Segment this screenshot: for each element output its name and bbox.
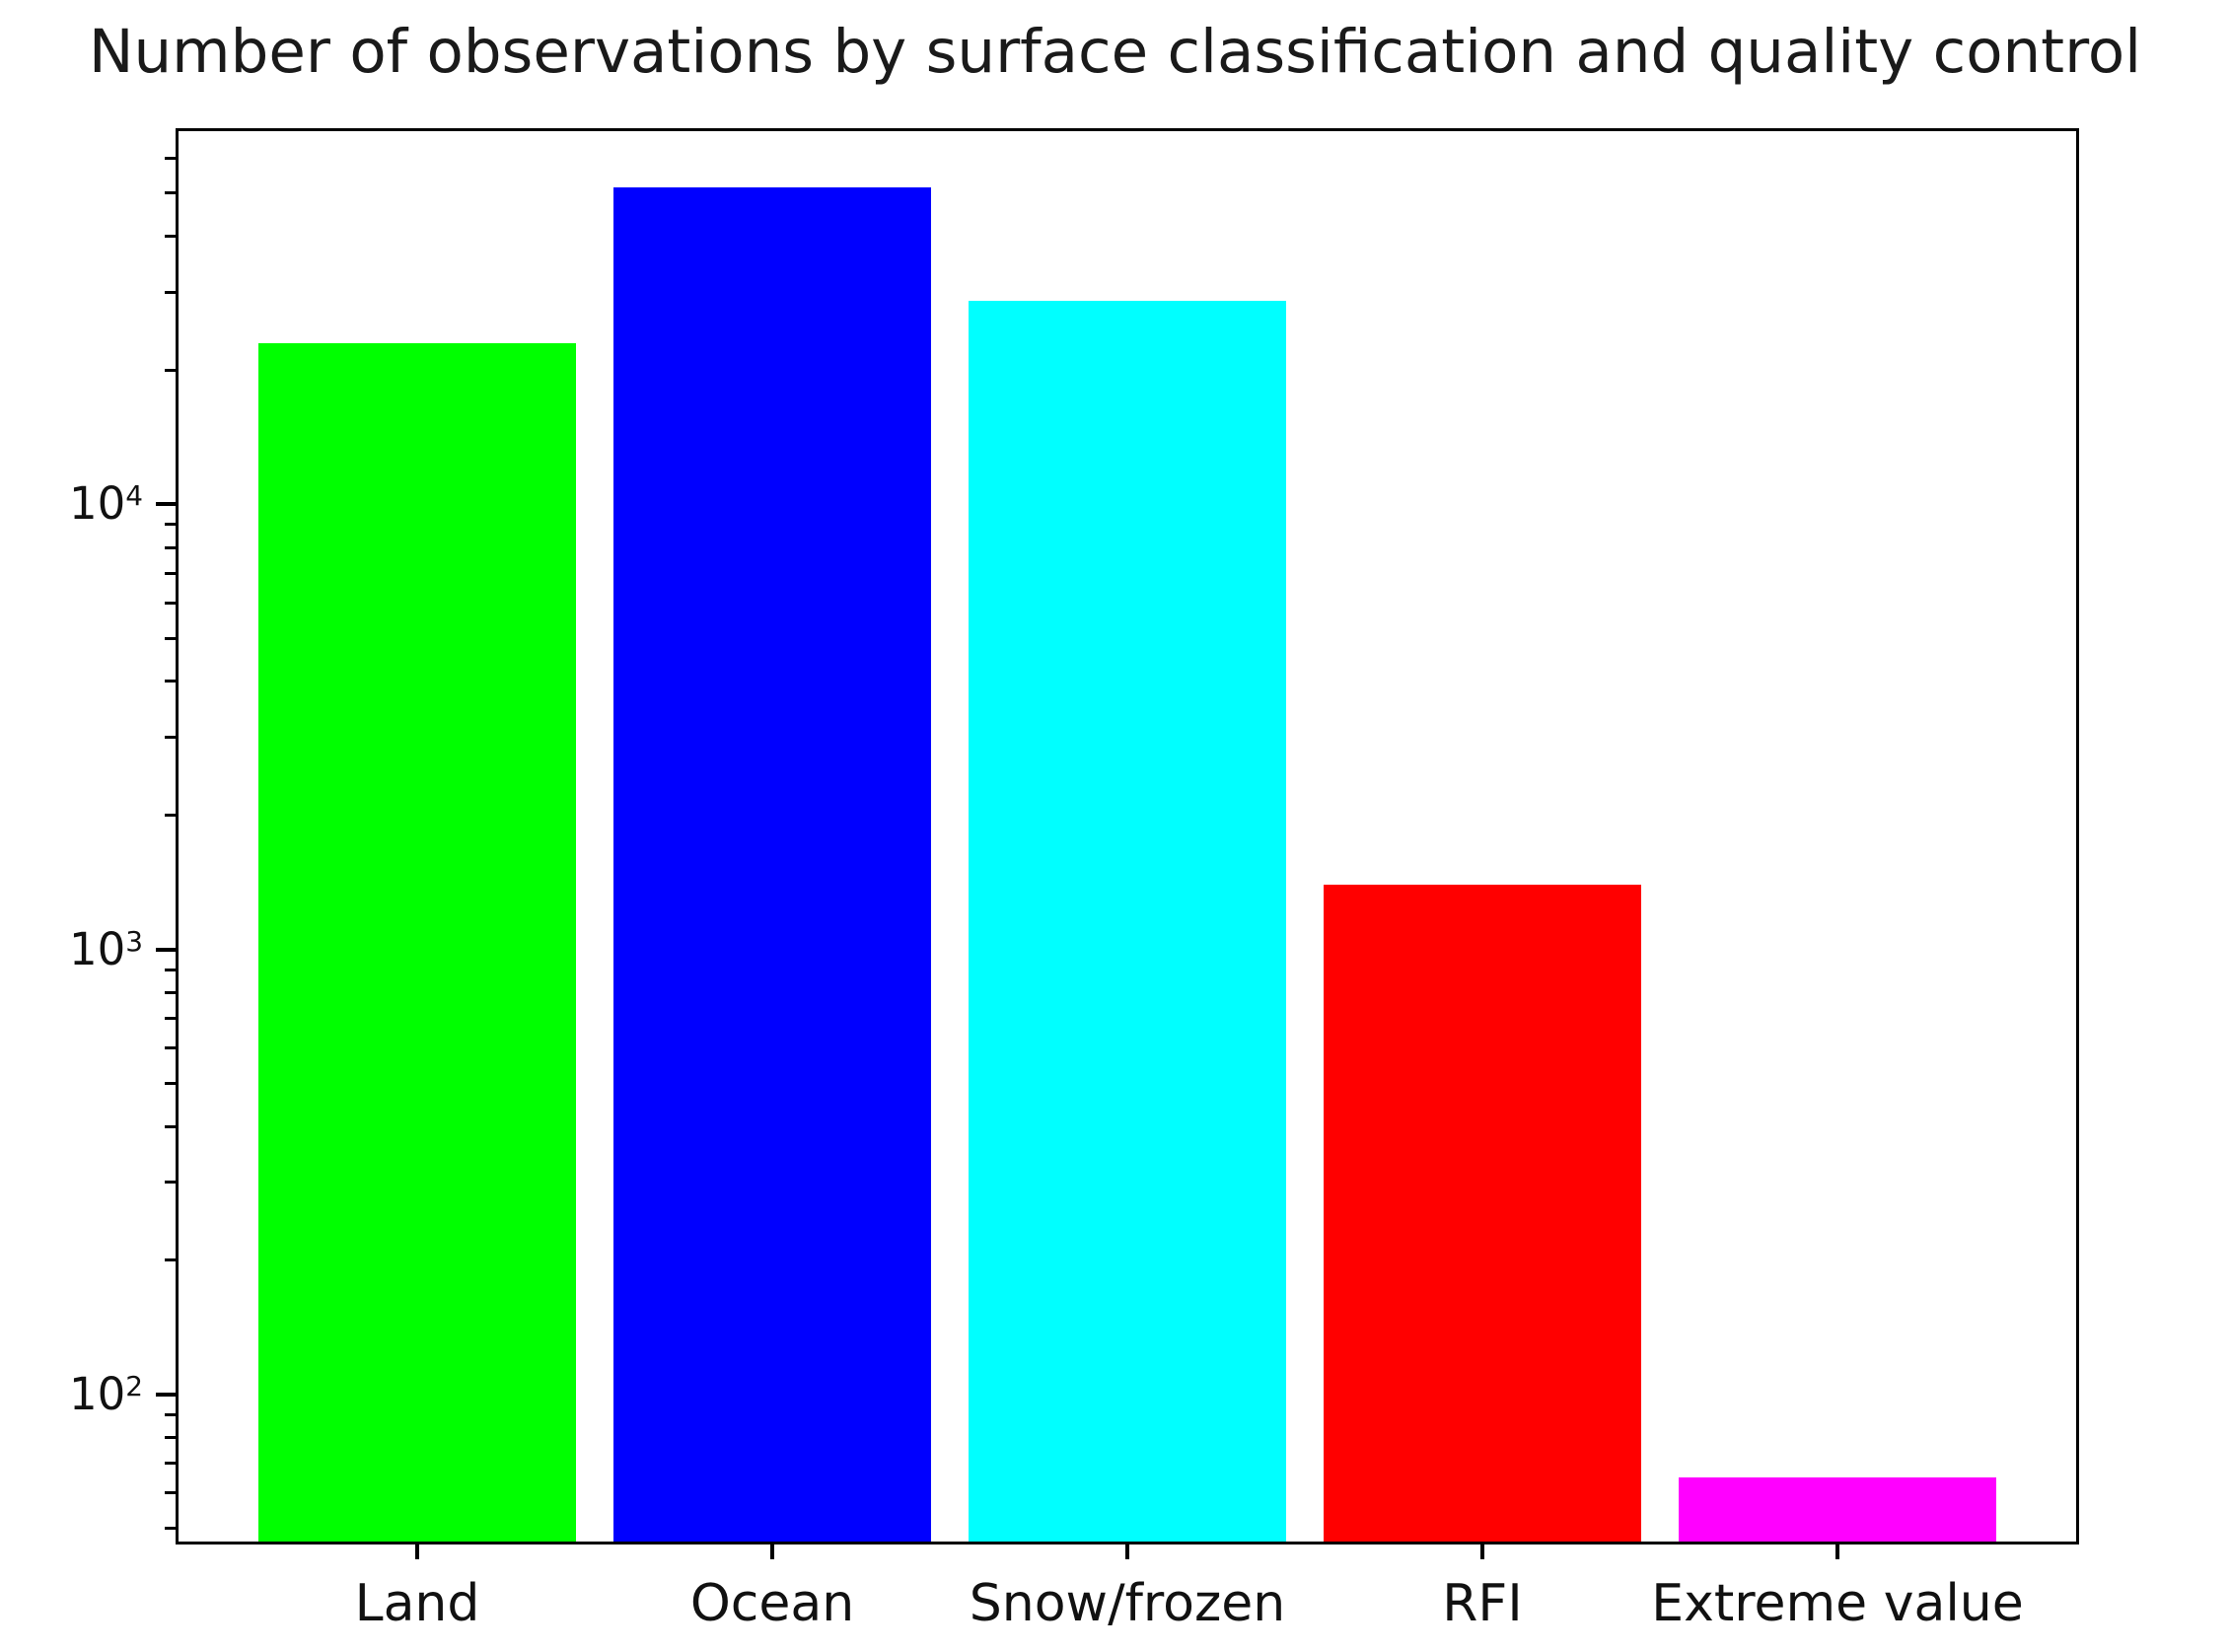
- y-minor-tick: [165, 1413, 176, 1416]
- y-minor-tick: [165, 523, 176, 526]
- y-minor-tick: [165, 991, 176, 994]
- y-tick-label: 102: [15, 1365, 143, 1424]
- y-minor-tick: [165, 1125, 176, 1128]
- y-minor-tick: [165, 191, 176, 194]
- y-tick-label: 103: [15, 920, 143, 979]
- y-minor-tick: [165, 602, 176, 605]
- y-tick-label-base: 10: [68, 477, 126, 530]
- x-tick-land: [415, 1544, 419, 1559]
- y-minor-tick: [165, 637, 176, 640]
- y-tick-label: 104: [15, 474, 143, 534]
- y-major-tick: [156, 502, 176, 506]
- y-minor-tick: [165, 572, 176, 575]
- bar-land: [258, 343, 576, 1544]
- x-tick-label-land: Land: [354, 1574, 480, 1633]
- y-tick-label-exponent: 3: [125, 925, 143, 959]
- y-minor-tick: [165, 1462, 176, 1465]
- x-tick-label-snow-frozen: Snow/frozen: [969, 1574, 1286, 1633]
- x-tick-extreme-value: [1835, 1544, 1839, 1559]
- bar-ocean: [613, 187, 931, 1544]
- bar-snow-frozen: [969, 301, 1286, 1544]
- y-tick-label-base: 10: [68, 923, 126, 975]
- bar-rfi: [1324, 885, 1641, 1544]
- y-tick-label-exponent: 2: [125, 1370, 143, 1403]
- y-minor-tick: [165, 1527, 176, 1530]
- y-minor-tick: [165, 235, 176, 238]
- y-minor-tick: [165, 1046, 176, 1049]
- y-minor-tick: [165, 1258, 176, 1261]
- y-minor-tick: [165, 1491, 176, 1494]
- y-minor-tick: [165, 736, 176, 739]
- x-tick-label-extreme-value: Extreme value: [1651, 1574, 2024, 1633]
- y-minor-tick: [165, 969, 176, 971]
- y-minor-tick: [165, 369, 176, 372]
- x-tick-ocean: [770, 1544, 774, 1559]
- y-minor-tick: [165, 1017, 176, 1020]
- y-tick-label-base: 10: [68, 1368, 126, 1420]
- plot-area: [176, 128, 2079, 1544]
- y-minor-tick: [165, 1436, 176, 1439]
- y-major-tick: [156, 948, 176, 952]
- y-minor-tick: [165, 546, 176, 549]
- x-tick-label-rfi: RFI: [1442, 1574, 1523, 1633]
- x-tick-rfi: [1480, 1544, 1484, 1559]
- x-tick-label-ocean: Ocean: [689, 1574, 855, 1633]
- bar-extreme-value: [1679, 1477, 1996, 1544]
- y-minor-tick: [165, 157, 176, 160]
- y-minor-tick: [165, 814, 176, 817]
- x-tick-snow-frozen: [1125, 1544, 1129, 1559]
- y-major-tick: [156, 1393, 176, 1397]
- y-minor-tick: [165, 680, 176, 682]
- y-minor-tick: [165, 1082, 176, 1085]
- y-minor-tick: [165, 291, 176, 294]
- chart-title: Number of observations by surface classi…: [88, 17, 2142, 87]
- y-tick-label-exponent: 4: [125, 479, 143, 513]
- y-minor-tick: [165, 1181, 176, 1184]
